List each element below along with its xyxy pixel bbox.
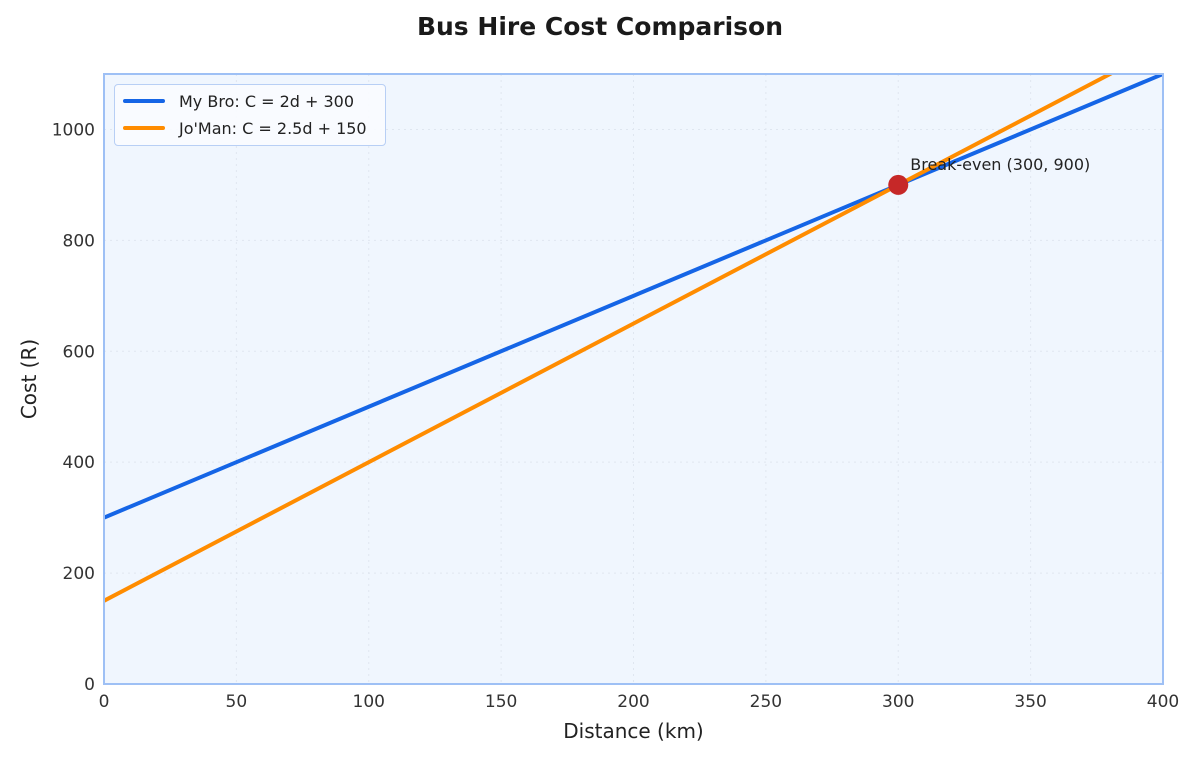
y-tick-label: 200 bbox=[63, 564, 95, 584]
series-line-my-bro bbox=[104, 74, 1163, 520]
x-tick-label: 400 bbox=[1147, 692, 1179, 712]
x-tick-label: 100 bbox=[353, 692, 385, 712]
y-tick-label: 800 bbox=[63, 231, 95, 251]
x-tick-label: 50 bbox=[226, 692, 248, 712]
y-tick-label: 0 bbox=[84, 675, 95, 695]
legend-item-joman: Jo'Man: C = 2.5d + 150 bbox=[123, 116, 367, 140]
x-tick-label: 350 bbox=[1014, 692, 1046, 712]
series-line-joman bbox=[104, 74, 1115, 603]
y-tick-label: 600 bbox=[63, 342, 95, 362]
x-tick-label: 300 bbox=[882, 692, 914, 712]
x-tick-label: 0 bbox=[99, 692, 110, 712]
legend-label: Jo'Man: C = 2.5d + 150 bbox=[179, 118, 367, 138]
legend-label: My Bro: C = 2d + 300 bbox=[179, 91, 355, 111]
break-even-marker bbox=[888, 174, 909, 195]
legend: My Bro: C = 2d + 300 Jo'Man: C = 2.5d + … bbox=[114, 84, 386, 146]
x-axis-label: Distance (km) bbox=[563, 719, 703, 743]
legend-swatch-orange bbox=[123, 126, 165, 130]
plot-area bbox=[104, 74, 1163, 684]
x-tick-label: 200 bbox=[617, 692, 649, 712]
y-tick-label: 400 bbox=[63, 453, 95, 473]
chart-title: Bus Hire Cost Comparison bbox=[416, 12, 784, 41]
plot-frame bbox=[103, 73, 1164, 685]
break-even-label: Break-even (300, 900) bbox=[910, 155, 1090, 174]
legend-item-my-bro: My Bro: C = 2d + 300 bbox=[123, 89, 354, 113]
x-tick-label: 250 bbox=[750, 692, 782, 712]
legend-swatch-blue bbox=[123, 99, 165, 103]
x-tick-label: 150 bbox=[485, 692, 517, 712]
y-axis-label: Cost (R) bbox=[17, 339, 41, 419]
y-tick-label: 1000 bbox=[52, 120, 95, 140]
